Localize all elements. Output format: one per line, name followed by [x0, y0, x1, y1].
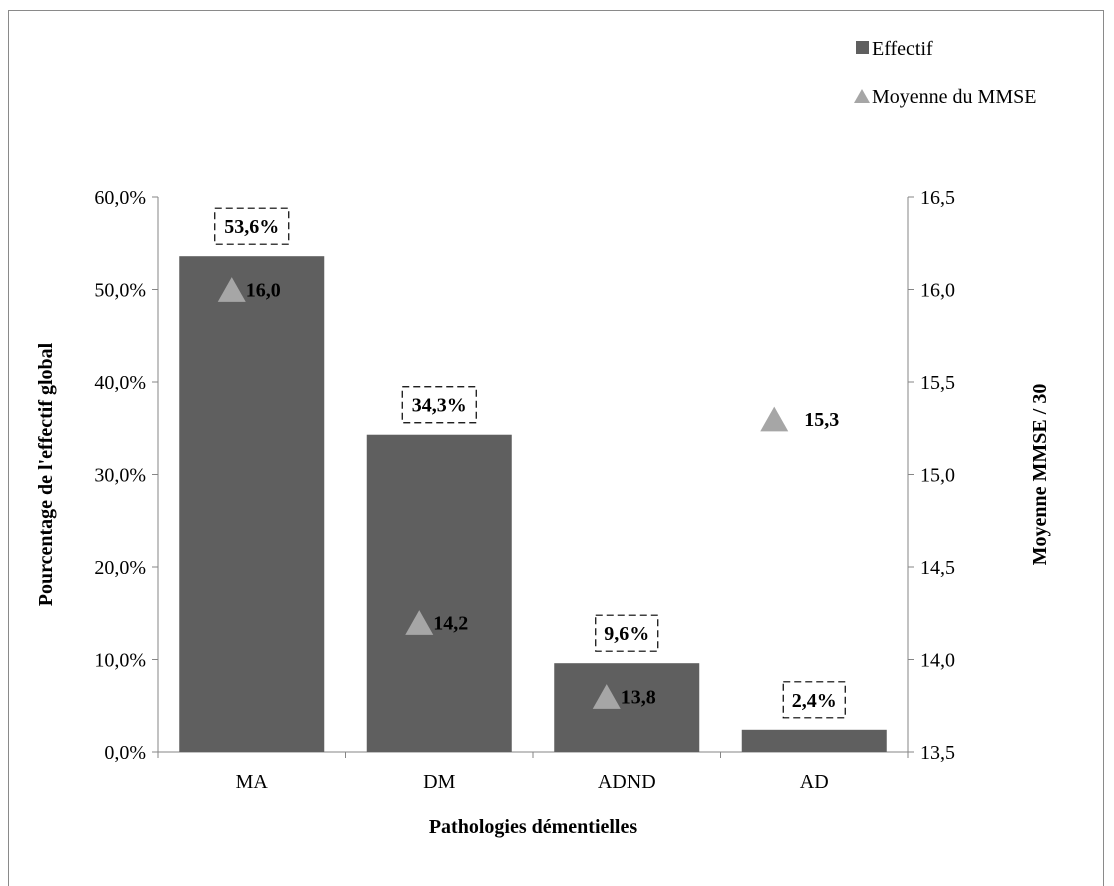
- y2-tick-label: 15,0: [920, 465, 955, 487]
- bar-dm: [366, 434, 512, 752]
- mmse-value-label: 13,8: [621, 687, 656, 709]
- legend-swatch-mmse: [854, 88, 870, 104]
- mmse-marker-adnd: [592, 684, 621, 709]
- bar-adnd: [554, 663, 700, 752]
- mmse-marker-ma: [217, 277, 246, 302]
- bar-value-label: 34,3%: [412, 395, 467, 417]
- bar-value-label: 53,6%: [224, 216, 279, 238]
- y2-tick-label: 14,0: [920, 650, 955, 672]
- y2-tick-label: 16,0: [920, 280, 955, 302]
- y2-tick-label: 13,5: [920, 742, 955, 764]
- y2-tick-label: 14,5: [920, 557, 955, 579]
- category-label-dm: DM: [423, 771, 455, 793]
- y-tick-label: 40,0%: [94, 372, 146, 394]
- mmse-value-label: 15,3: [804, 409, 839, 431]
- bar-value-label: 9,6%: [604, 623, 649, 645]
- mmse-value-label: 14,2: [433, 613, 468, 635]
- y-axis-title: Pourcentage de l'effectif global: [35, 342, 57, 606]
- bar-label-box: [214, 207, 290, 245]
- bars: [179, 256, 887, 752]
- y-tick-label: 10,0%: [94, 650, 146, 672]
- bar-label-box: [595, 614, 659, 652]
- bar-labels: 53,6% 34,3% 9,6% 2,4%: [214, 207, 846, 719]
- y-tick-label: 0,0%: [104, 742, 146, 764]
- category-label-adnd: ADND: [598, 771, 656, 793]
- y2-tick-label: 16,5: [920, 187, 955, 209]
- bar-ad: [741, 729, 887, 752]
- bar-value-label: 2,4%: [792, 690, 837, 712]
- x-axis-title: Pathologies démentielles: [429, 816, 638, 838]
- bar-label-box: [401, 386, 477, 424]
- category-label-ma: MA: [236, 771, 269, 793]
- mmse-marker-dm: [405, 610, 434, 635]
- mmse-marker-ad: [760, 406, 789, 432]
- legend-label-mmse: Moyenne du MMSE: [872, 86, 1036, 108]
- y-tick-label: 50,0%: [94, 280, 146, 302]
- y2-tick-label: 15,5: [920, 372, 955, 394]
- chart-frame: [8, 10, 1104, 886]
- y-tick-label: 60,0%: [94, 187, 146, 209]
- y2-axis-title: Moyenne MMSE / 30: [1029, 384, 1051, 566]
- legend-swatch-effectif: [856, 41, 869, 54]
- y-tick-label: 30,0%: [94, 465, 146, 487]
- bar-ma: [179, 256, 325, 752]
- markers: 16,0 14,2 13,8 15,3: [217, 277, 839, 709]
- legend: Effectif Moyenne du MMSE: [854, 38, 1036, 108]
- legend-label-effectif: Effectif: [872, 38, 933, 60]
- category-labels: MA DM ADND AD: [236, 771, 829, 793]
- y-tick-label: 20,0%: [94, 557, 146, 579]
- tick-labels: 0,0% 13,5 10,0% 14,0 20,0% 14,5 30,0% 15,0 40,0%…: [94, 187, 955, 764]
- mmse-value-label: 16,0: [246, 280, 281, 302]
- category-label-ad: AD: [800, 771, 829, 793]
- bar-label-box: [782, 681, 846, 719]
